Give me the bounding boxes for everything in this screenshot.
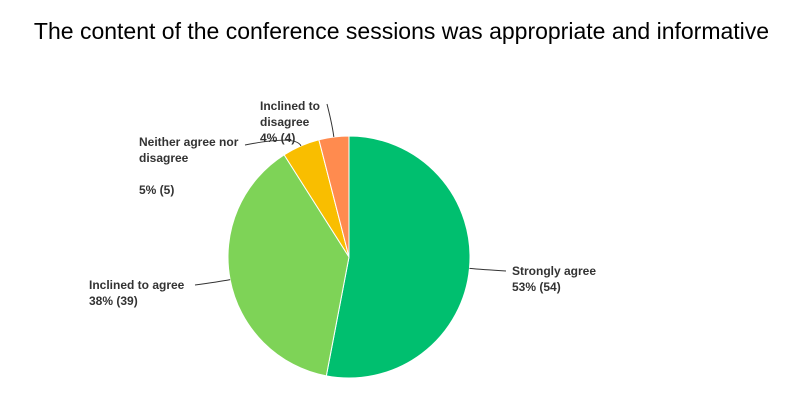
category-label: Strongly agree (512, 264, 597, 278)
leader-line (194, 279, 231, 286)
value-label: 53% (54) (512, 280, 561, 294)
pie-slice (325, 135, 471, 379)
value-label: 4% (4) (260, 131, 296, 145)
chart-title: The content of the conference sessions w… (33, 18, 770, 44)
value-label: 5% (5) (139, 183, 175, 197)
category-label: Neither agree nor disagree (139, 135, 239, 165)
value-label: 38% (39) (89, 294, 138, 308)
leader-line (244, 139, 302, 147)
slice-label: Strongly agree 53% (54) (512, 263, 622, 295)
category-label: Inclined to agree (89, 278, 185, 292)
slice-label: Inclined to disagree 4% (4) (260, 98, 335, 146)
category-label: Inclined to disagree (260, 99, 320, 129)
leader-line (326, 103, 335, 138)
slice-label: Neither agree nor disagree 5% (5) (139, 134, 249, 198)
leader-line (469, 267, 507, 272)
slice-label: Inclined to agree 38% (39) (89, 277, 217, 309)
